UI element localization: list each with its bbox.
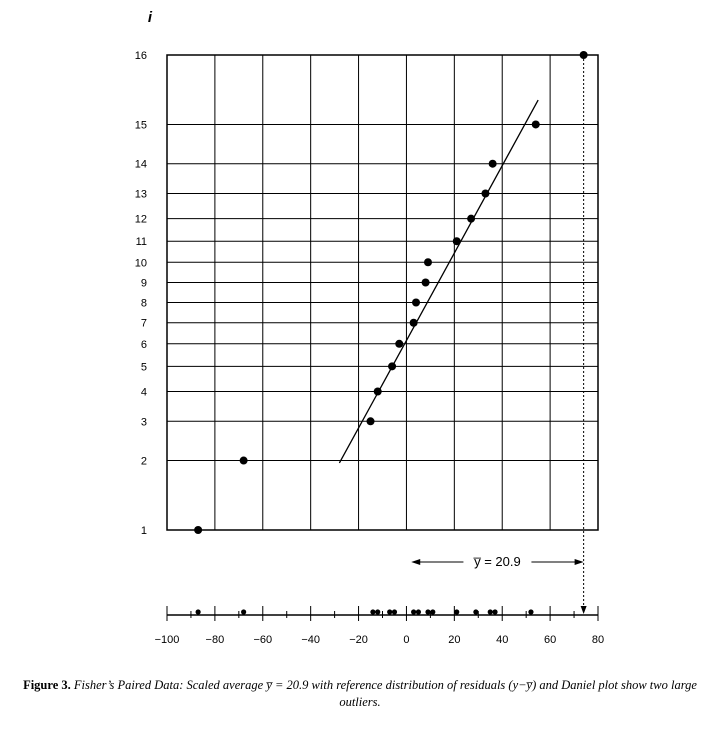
data-point — [373, 387, 382, 396]
dot-plot-point — [454, 609, 460, 615]
dot-plot-point — [425, 609, 431, 615]
y-tick-label: 11 — [136, 236, 147, 248]
data-point — [409, 318, 418, 327]
y-tick-label: 13 — [135, 189, 147, 201]
y-axis-label-group: i — [148, 9, 153, 26]
data-point — [194, 526, 203, 534]
annotation-label: y̅ = 20.9 — [473, 554, 520, 569]
y-tick-label: 14 — [135, 159, 147, 171]
annotation-arrowhead-left — [411, 559, 421, 565]
dot-plot-point — [195, 609, 201, 615]
dot-plot-point — [370, 609, 376, 615]
fit-line-layer — [338, 99, 539, 464]
data-point — [481, 189, 490, 198]
caption-body: Fisher’s Paired Data: Scaled average y̅ … — [70, 678, 697, 709]
data-point — [488, 159, 497, 168]
dot-plot-point — [415, 609, 422, 615]
x-tick-label: 20 — [448, 634, 460, 646]
data-point — [421, 278, 430, 287]
data-point — [388, 362, 397, 371]
grid-layer — [167, 54, 598, 531]
data-point — [467, 214, 476, 223]
dot-plot-point — [473, 609, 479, 615]
y-tick-label: 9 — [141, 278, 147, 290]
x-tick-label: 40 — [496, 634, 508, 646]
y-tick-label: 5 — [141, 361, 147, 373]
data-point — [395, 339, 404, 348]
x-tick-label: −40 — [301, 634, 320, 646]
y-tick-label: 6 — [141, 339, 147, 351]
dot-plot-point — [430, 609, 436, 615]
figure-caption: Figure 3. Fisher’s Paired Data: Scaled a… — [20, 677, 700, 711]
y-tick-label: 7 — [141, 318, 147, 330]
dot-plot-point — [387, 609, 393, 615]
x-tick-label: 80 — [592, 634, 604, 646]
data-point — [412, 298, 421, 307]
data-point — [452, 237, 461, 246]
dot-plot-point — [487, 609, 493, 615]
data-point — [366, 417, 375, 426]
y-tick-label: 3 — [141, 416, 147, 428]
y-axis-label: i — [148, 9, 153, 26]
y-tick-label: 10 — [135, 257, 147, 269]
x-tick-labels: −100 −80 −60 −40 −20 0 20 40 60 80 — [155, 634, 605, 646]
x-tick-label: −80 — [206, 634, 225, 646]
x-tick-label: −100 — [155, 634, 180, 646]
plot-border — [166, 54, 599, 531]
mean-annotation: y̅ = 20.9 — [411, 55, 587, 614]
y-tick-label: 1 — [141, 525, 147, 537]
data-points — [194, 51, 588, 534]
dot-plot-point — [411, 609, 417, 615]
reference-arrowhead — [580, 606, 587, 614]
y-tick-label: 16 — [135, 50, 147, 62]
x-tick-label: 0 — [403, 634, 409, 646]
annotation-arrowhead-right — [574, 559, 584, 565]
y-tick-label: 12 — [135, 214, 147, 226]
dot-plot-point — [391, 609, 398, 615]
y-tick-label: 15 — [135, 119, 147, 131]
dot-plot-point — [375, 609, 381, 615]
dot-plot-point — [241, 609, 247, 615]
plot-frame — [166, 54, 599, 531]
data-point — [531, 120, 540, 129]
dot-plot-point — [492, 609, 498, 615]
data-point — [239, 456, 248, 465]
caption-lead: Figure 3. — [23, 678, 71, 692]
dot-plot-point — [528, 609, 534, 615]
x-tick-label: −60 — [253, 634, 272, 646]
fit-line — [338, 99, 539, 464]
y-tick-label: 4 — [141, 386, 147, 398]
residual-dot-plot — [166, 606, 599, 621]
data-point — [423, 258, 432, 267]
x-tick-label: −20 — [349, 634, 368, 646]
y-tick-label: 2 — [141, 456, 147, 468]
x-tick-label: 60 — [544, 634, 556, 646]
y-tick-label: 8 — [141, 297, 147, 309]
